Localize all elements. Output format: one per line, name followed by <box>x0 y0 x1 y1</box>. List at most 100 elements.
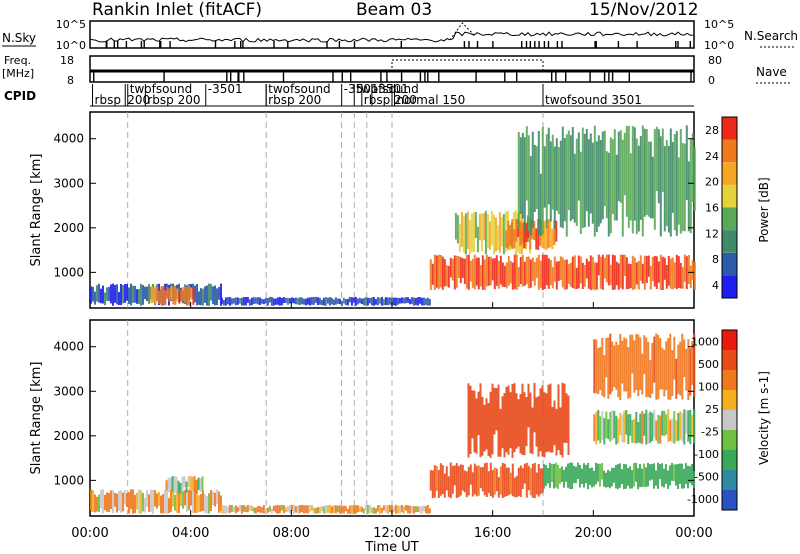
data-cell <box>324 297 327 306</box>
data-cell <box>585 258 588 279</box>
data-cell <box>90 489 92 512</box>
data-cell <box>527 135 530 231</box>
data-cell <box>212 286 214 305</box>
data-cell <box>629 334 632 398</box>
data-cell <box>655 333 658 400</box>
data-cell <box>318 297 321 305</box>
noise-panel-frame <box>89 20 695 49</box>
data-cell <box>338 298 341 305</box>
data-cell <box>679 263 682 289</box>
data-cell <box>591 467 593 488</box>
data-cell <box>152 489 154 514</box>
data-cell <box>465 471 468 498</box>
data-cell <box>156 493 158 509</box>
data-cell <box>360 298 363 304</box>
data-cell <box>613 411 616 439</box>
data-cell <box>665 414 668 435</box>
data-cell <box>244 506 247 513</box>
data-cell <box>641 125 644 237</box>
data-cell <box>185 481 188 493</box>
data-cell <box>609 137 612 234</box>
data-cell <box>162 286 165 305</box>
data-cell <box>465 255 468 289</box>
data-cell <box>619 413 622 436</box>
data-cell <box>685 410 688 434</box>
data-cell <box>236 506 239 512</box>
data-cell <box>314 508 317 514</box>
data-cell <box>497 477 500 498</box>
data-cell <box>114 492 116 507</box>
data-cell <box>130 489 132 510</box>
data-cell <box>657 462 659 489</box>
data-cell <box>266 298 269 306</box>
data-cell <box>605 254 608 283</box>
data-cell <box>420 506 423 514</box>
data-cell <box>501 262 504 287</box>
data-cell <box>547 219 550 249</box>
data-cell <box>445 265 448 287</box>
data-cell <box>633 127 636 221</box>
data-cell <box>491 258 494 281</box>
data-cell <box>629 414 632 436</box>
data-cell <box>509 472 512 495</box>
data-cell <box>533 462 536 499</box>
data-cell <box>625 464 627 489</box>
data-cell <box>214 285 216 306</box>
data-cell <box>326 297 329 304</box>
data-cell <box>659 254 662 290</box>
data-cell <box>601 131 604 220</box>
data-cell <box>531 219 534 240</box>
data-cell <box>204 286 206 303</box>
data-cell <box>621 469 623 484</box>
data-region <box>429 462 544 499</box>
data-cell <box>659 464 661 480</box>
data-cell <box>270 296 273 306</box>
data-cell <box>627 468 629 486</box>
colorbar-tick-label: -500 <box>694 470 719 483</box>
data-cell <box>252 507 255 513</box>
data-cell <box>406 505 409 514</box>
data-cell <box>553 219 556 246</box>
data-cell <box>583 133 586 228</box>
data-cell <box>300 297 303 305</box>
data-cell <box>659 415 662 444</box>
colorbar-tick-label: 16 <box>705 202 719 215</box>
data-cell <box>312 507 315 514</box>
data-cell <box>226 506 229 513</box>
nsky-tick-bottom: 10^0 <box>56 39 86 52</box>
data-cell <box>487 471 490 494</box>
data-cell <box>473 390 476 453</box>
x-tick-label: 00:00 <box>71 526 108 541</box>
colorbar-tick-label: 8 <box>712 253 719 266</box>
data-cell <box>284 297 287 303</box>
data-cell <box>667 470 669 489</box>
data-cell <box>441 465 444 494</box>
data-cell <box>402 506 405 514</box>
data-cell <box>471 258 474 288</box>
data-cell <box>334 505 337 514</box>
data-cell <box>182 491 184 509</box>
data-cell <box>418 506 421 513</box>
data-cell <box>629 264 632 288</box>
data-cell <box>352 297 355 303</box>
data-cell <box>649 141 652 219</box>
data-cell <box>154 490 156 507</box>
colorbar-tick-label: 20 <box>705 176 719 189</box>
data-cell <box>481 467 484 492</box>
data-cell <box>220 283 222 306</box>
data-cell <box>238 504 241 511</box>
data-cell <box>647 463 649 487</box>
data-cell <box>483 463 486 496</box>
data-cell <box>625 410 628 435</box>
data-cell <box>525 256 528 285</box>
data-cell <box>188 286 191 306</box>
data-cell <box>595 262 598 290</box>
data-cell <box>499 255 502 285</box>
data-cell <box>184 490 186 506</box>
data-cell <box>473 254 476 290</box>
data-cell <box>639 413 642 444</box>
data-cell <box>529 259 532 288</box>
data-cell <box>488 221 491 250</box>
data-cell <box>202 490 204 511</box>
data-cell <box>483 404 486 452</box>
